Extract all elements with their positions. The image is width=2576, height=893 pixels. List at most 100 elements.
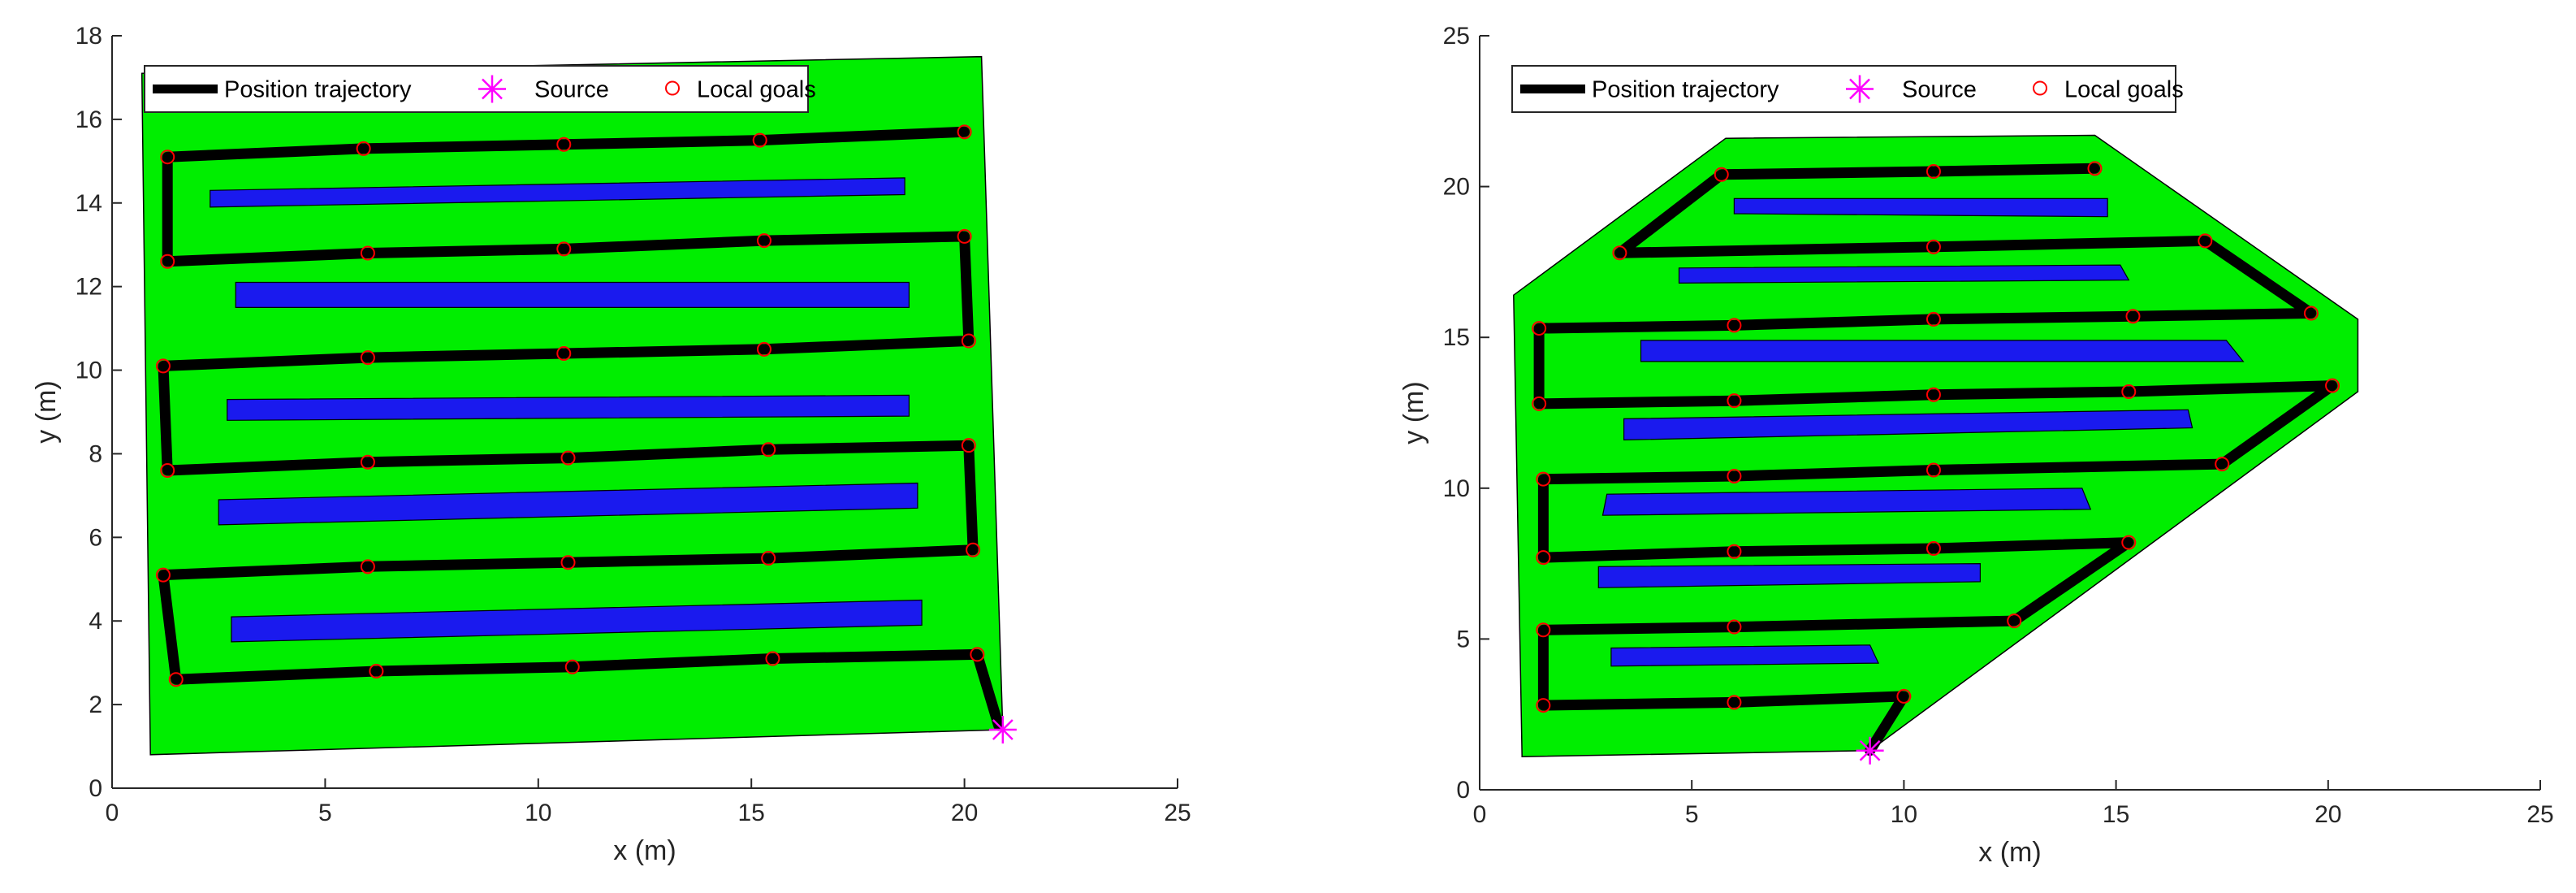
- obstacle-row: [210, 177, 905, 208]
- local-goal-marker: [2121, 535, 2137, 550]
- x-tick-label: 5: [318, 800, 332, 826]
- y-tick-label: 0: [1456, 777, 1470, 804]
- local-goal-marker: [961, 438, 976, 453]
- local-goal-marker: [369, 663, 384, 678]
- y-tick-label: 6: [89, 524, 102, 551]
- obstacle-row: [235, 281, 910, 308]
- obstacle-row: [1601, 488, 2092, 516]
- local-goal-marker: [556, 345, 572, 361]
- legend-label-trajectory: Position trajectory: [1592, 77, 1779, 103]
- local-goal-marker: [1926, 541, 1941, 557]
- local-goal-marker: [1896, 688, 1912, 704]
- local-goal-marker: [1536, 471, 1551, 487]
- position-trajectory: [1533, 163, 2338, 756]
- source-marker: [1856, 736, 1884, 765]
- legend-label-trajectory: Position trajectory: [224, 77, 412, 103]
- obstacle-row: [231, 599, 923, 643]
- x-tick-label: 20: [951, 800, 978, 826]
- local-goal-marker: [1536, 622, 1551, 638]
- local-goal-marker: [752, 132, 767, 148]
- local-goal-marker: [2007, 613, 2022, 629]
- local-goal-marker: [1612, 245, 1627, 261]
- local-goal-marker: [560, 555, 576, 570]
- legend: Position trajectory Source Local goals: [144, 65, 816, 113]
- obstacle-row: [1597, 562, 1981, 588]
- local-goal-marker: [756, 233, 772, 249]
- local-goal-marker: [160, 150, 175, 165]
- legend-source-swatch: [482, 78, 503, 100]
- x-tick-label: 15: [738, 800, 765, 826]
- local-goal-marker: [1926, 387, 1941, 402]
- y-tick-label: 4: [89, 608, 102, 635]
- local-goal-marker: [356, 141, 371, 156]
- y-tick-label: 20: [1443, 174, 1470, 201]
- y-tick-label: 25: [1443, 23, 1470, 50]
- local-goal-marker: [765, 651, 780, 666]
- y-tick-label: 0: [89, 775, 102, 802]
- local-goal-marker: [1727, 619, 1742, 635]
- local-goal-marker: [560, 450, 576, 466]
- local-goal-marker: [2325, 378, 2340, 393]
- local-goal-marker: [2303, 306, 2319, 321]
- local-goal-marker: [2087, 161, 2103, 176]
- y-tick-label: 12: [76, 274, 102, 301]
- y-axis-label: y (m): [31, 380, 62, 443]
- x-tick-label: 25: [1164, 800, 1191, 826]
- local-goal-marker: [961, 333, 976, 349]
- local-goal-marker: [160, 254, 175, 269]
- obstacle-row: [1733, 197, 2108, 218]
- local-goal-marker: [556, 241, 572, 257]
- field-boundary: [1513, 134, 2359, 757]
- legend-box: [144, 65, 809, 113]
- local-goal-marker: [761, 442, 776, 457]
- legend-source-swatch: [1849, 78, 1870, 100]
- obstacle-row: [1640, 340, 2245, 362]
- legend-label-source: Source: [1902, 77, 1977, 103]
- local-goal-marker: [1926, 311, 1941, 327]
- legend-goals-swatch: [665, 80, 680, 96]
- local-goal-marker: [1727, 468, 1742, 483]
- x-tick-label: 20: [2315, 801, 2341, 828]
- local-goal-marker: [1926, 239, 1941, 254]
- x-tick-label: 0: [1473, 801, 1487, 828]
- local-goal-marker: [155, 358, 171, 374]
- chart-panel-2: 0 5 10 15 20 25 0 5 10 15 20 25 x (m) y (m) Position t…: [1398, 23, 2554, 868]
- chart-panel-1: 0 5 10 15 20 25 0 2 4 6 8 10 12 14 16 18 x (m) y (m) Posit…: [31, 23, 1191, 866]
- y-tick-label: 10: [76, 358, 102, 384]
- local-goal-marker: [1727, 393, 1742, 409]
- legend-label-goals: Local goals: [697, 77, 816, 103]
- y-tick-label: 5: [1456, 626, 1470, 652]
- x-axis-label: x (m): [1978, 837, 2041, 868]
- x-tick-label: 15: [2103, 801, 2129, 828]
- local-goal-marker: [1727, 318, 1742, 333]
- obstacle-row: [1610, 644, 1880, 667]
- y-tick-label: 10: [1443, 475, 1470, 502]
- obstacle-row: [218, 482, 918, 526]
- local-goal-marker: [556, 137, 572, 152]
- x-tick-label: 0: [106, 800, 119, 826]
- y-tick-label: 15: [1443, 324, 1470, 351]
- local-goal-marker: [1536, 698, 1551, 713]
- local-goal-marker: [1532, 396, 1547, 411]
- local-goal-marker: [1532, 321, 1547, 336]
- position-trajectory: [158, 126, 1005, 731]
- local-goal-marker: [360, 245, 375, 261]
- local-goal-marker: [761, 551, 776, 566]
- local-goal-marker: [957, 228, 972, 244]
- local-goal-marker: [2215, 457, 2230, 472]
- local-goal-marker: [160, 463, 175, 479]
- local-goal-marker: [1727, 544, 1742, 559]
- obstacle-row: [227, 394, 910, 421]
- local-goal-marker: [360, 350, 375, 366]
- local-goal-marker: [756, 341, 772, 357]
- source-marker-stroke: [1859, 739, 1881, 761]
- local-goal-marker: [168, 672, 184, 687]
- y-tick-label: 16: [76, 106, 102, 133]
- local-goal-marker: [564, 659, 580, 674]
- y-tick-label: 8: [89, 440, 102, 467]
- local-goal-marker: [1727, 695, 1742, 710]
- local-goal-marker: [970, 647, 985, 662]
- local-goal-marker: [360, 454, 375, 470]
- local-goal-marker: [155, 567, 171, 583]
